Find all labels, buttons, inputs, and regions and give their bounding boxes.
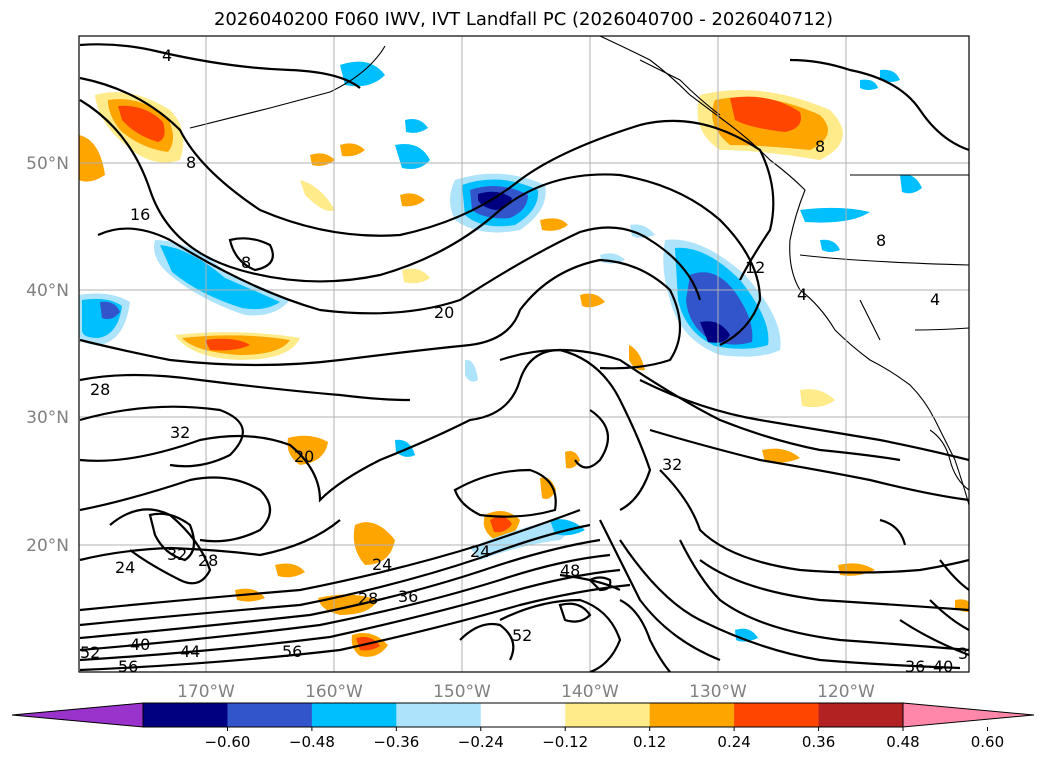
map-title: 2026040200 F060 IWV, IVT Landfall PC (20… bbox=[213, 9, 834, 30]
contour-label: 8 bbox=[815, 137, 825, 156]
colorbar-segment bbox=[818, 703, 904, 727]
lon-axis-labels: 170°W 160°W 150°W 140°W 130°W 120°W bbox=[177, 682, 875, 702]
contour-label: 24 bbox=[372, 555, 392, 574]
lon-label: 160°W bbox=[305, 682, 363, 702]
contour-label: 24 bbox=[470, 542, 490, 561]
colorbar-tick-label: 0.24 bbox=[717, 733, 750, 751]
colorbar-extend-low bbox=[11, 702, 144, 728]
contour-label: 32 bbox=[167, 545, 187, 564]
lat-label: 30°N bbox=[26, 408, 69, 428]
colorbar-tick-label: −0.60 bbox=[204, 733, 250, 751]
colorbar-tick-label: 0.12 bbox=[633, 733, 666, 751]
contour-label: 36 bbox=[905, 657, 925, 676]
colorbar-tick-label: 0.48 bbox=[886, 733, 919, 751]
colorbar-segment bbox=[649, 703, 735, 727]
colorbar: −0.60 −0.48 −0.36 −0.24 −0.12 0.12 0.24 0.36 0.4… bbox=[11, 702, 1035, 751]
contour-label: 12 bbox=[745, 258, 765, 277]
lat-axis-labels: 50°N 40°N 30°N 20°N bbox=[26, 154, 69, 556]
colorbar-tick-label: 0.60 bbox=[971, 733, 1004, 751]
map-plot-area: 4 8 8 16 20 12 8 8 4 4 28 32 20 32 24 32… bbox=[79, 36, 969, 676]
colorbar-segment bbox=[734, 703, 820, 727]
colorbar-segment bbox=[565, 703, 651, 727]
colorbar-tick-label: −0.36 bbox=[373, 733, 419, 751]
iwv-contours bbox=[79, 43, 969, 672]
contour-label: 24 bbox=[115, 558, 135, 577]
contour-label: 56 bbox=[118, 657, 138, 676]
colorbar-segment bbox=[480, 703, 566, 727]
contour-label: 40 bbox=[130, 635, 150, 654]
contour-label: 56 bbox=[282, 642, 302, 661]
colorbar-segment bbox=[396, 703, 482, 727]
contour-label: 8 bbox=[186, 153, 196, 172]
lon-label: 150°W bbox=[433, 682, 491, 702]
contour-label: 36 bbox=[398, 587, 418, 606]
contour-label: 32 bbox=[170, 423, 190, 442]
lon-label: 140°W bbox=[561, 682, 619, 702]
colorbar-extend-high bbox=[902, 702, 1035, 728]
colorbar-tick-label: 0.36 bbox=[802, 733, 835, 751]
contour-label: 48 bbox=[560, 561, 580, 580]
lat-label: 50°N bbox=[26, 154, 69, 174]
contour-label: 8 bbox=[241, 253, 251, 272]
contour-label: 4 bbox=[930, 290, 940, 309]
colorbar-segment bbox=[311, 703, 397, 727]
colorbar-segment bbox=[143, 703, 228, 727]
contour-label: 52 bbox=[512, 626, 532, 645]
contour-label: 28 bbox=[358, 589, 378, 608]
colorbar-tick-label: −0.24 bbox=[458, 733, 504, 751]
colorbar-tick-label: −0.48 bbox=[289, 733, 335, 751]
contour-labels: 4 8 8 16 20 12 8 8 4 4 28 32 20 32 24 32… bbox=[80, 46, 968, 676]
plot-frame bbox=[78, 35, 970, 673]
contour-label: 28 bbox=[90, 380, 110, 399]
colorbar-outline bbox=[142, 702, 904, 728]
contour-label: 28 bbox=[198, 551, 218, 570]
contour-label: 40 bbox=[933, 657, 953, 676]
contour-label: 20 bbox=[434, 303, 454, 322]
lon-label: 130°W bbox=[689, 682, 747, 702]
colorbar-tick-label: −0.12 bbox=[542, 733, 588, 751]
contour-label: 32 bbox=[662, 455, 682, 474]
contour-label: 4 bbox=[162, 46, 172, 65]
contour-label: 4 bbox=[797, 285, 807, 304]
contour-label: 20 bbox=[294, 447, 314, 466]
lat-label: 40°N bbox=[26, 281, 69, 301]
colorbar-segment bbox=[227, 703, 313, 727]
lon-label: 170°W bbox=[177, 682, 235, 702]
lon-label: 120°W bbox=[817, 682, 875, 702]
contour-label: 8 bbox=[876, 231, 886, 250]
graticule bbox=[79, 36, 969, 672]
contour-label: 3 bbox=[958, 644, 968, 663]
lat-label: 20°N bbox=[26, 536, 69, 556]
contour-label: 44 bbox=[180, 642, 200, 661]
contour-label: 52 bbox=[80, 643, 100, 662]
contour-label: 16 bbox=[130, 205, 150, 224]
